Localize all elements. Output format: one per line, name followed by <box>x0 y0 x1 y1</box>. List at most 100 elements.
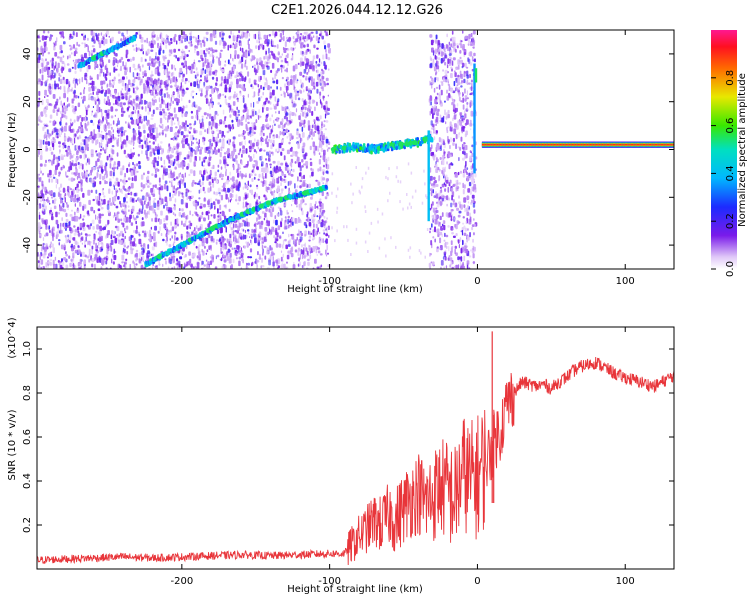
noise-cell <box>50 178 54 183</box>
noise-cell <box>206 249 209 253</box>
noise-cell <box>168 41 171 46</box>
noise-cell <box>56 83 59 88</box>
noise-cell <box>157 78 160 84</box>
noise-cell <box>132 56 135 61</box>
noise-cell <box>260 95 263 99</box>
noise-cell <box>130 170 134 176</box>
noise-cell <box>227 124 230 128</box>
noise-cell <box>80 187 83 192</box>
noise-cell <box>202 136 205 140</box>
noise-cell <box>313 223 315 228</box>
noise-cell <box>214 178 216 182</box>
noise-cell <box>186 68 188 75</box>
noise-cell <box>133 262 136 267</box>
noise-cell <box>312 236 316 240</box>
noise-cell <box>58 174 61 177</box>
noise-cell <box>235 194 238 200</box>
noise-cell <box>191 63 194 70</box>
noise-cell <box>126 167 129 173</box>
noise-cell <box>296 128 299 132</box>
noise-cell <box>282 239 285 246</box>
noise-cell <box>138 73 141 76</box>
noise-cell <box>152 148 155 154</box>
noise-cell <box>174 235 176 241</box>
noise-cell <box>246 65 248 70</box>
noise-cell <box>207 128 210 135</box>
noise-cell <box>154 99 157 103</box>
noise-cell <box>100 242 103 245</box>
noise-cell <box>325 32 328 36</box>
noise-cell <box>257 84 260 88</box>
noise-cell <box>229 171 232 176</box>
noise-cell <box>94 63 97 67</box>
noise-cell <box>215 30 217 35</box>
noise-cell <box>271 30 275 36</box>
noise-cell <box>127 83 129 90</box>
noise-cell <box>145 58 147 62</box>
noise-cell <box>155 55 157 60</box>
noise-cell <box>142 184 146 189</box>
noise-cell <box>193 81 197 87</box>
noise-cell <box>223 259 227 263</box>
noise-cell <box>181 121 185 126</box>
noise-cell <box>192 142 194 145</box>
noise-cell <box>165 215 169 221</box>
noise-cell <box>262 132 265 137</box>
noise-cell <box>163 183 167 190</box>
noise-cell <box>48 133 51 139</box>
noise-cell <box>82 215 86 218</box>
noise-cell <box>140 182 143 188</box>
noise-cell <box>160 185 164 191</box>
noise-cell <box>264 40 268 44</box>
noise-cell <box>223 155 226 160</box>
noise-cell <box>252 142 255 147</box>
noise-cell <box>197 39 199 46</box>
noise-cell <box>144 246 146 250</box>
noise-cell <box>73 225 76 228</box>
noise-cell <box>80 96 83 99</box>
noise-cell <box>42 99 44 106</box>
noise-cell <box>283 35 285 42</box>
noise-cell <box>315 223 318 229</box>
noise-cell <box>46 94 49 97</box>
noise-cell <box>81 56 84 62</box>
noise-cell <box>186 35 188 42</box>
noise-cell <box>165 200 168 206</box>
noise-cell <box>182 165 184 170</box>
noise-cell <box>264 227 268 232</box>
noise-cell <box>54 104 56 108</box>
noise-cell <box>140 93 143 99</box>
noise-cell <box>291 96 294 102</box>
noise-cell <box>163 70 166 74</box>
noise-cell <box>251 111 255 117</box>
noise-cell <box>249 184 252 188</box>
noise-cell <box>292 35 295 40</box>
noise-cell <box>176 135 180 138</box>
noise-cell <box>325 238 328 244</box>
noise-cell <box>217 199 220 205</box>
noise-cell <box>232 258 235 264</box>
noise-cell <box>268 208 271 213</box>
noise-cell <box>116 139 118 145</box>
noise-cell <box>175 155 179 162</box>
noise-cell <box>81 242 83 245</box>
noise-cell <box>201 70 204 74</box>
noise-cell <box>174 33 177 38</box>
noise-cell <box>51 243 54 248</box>
noise-cell <box>120 218 123 222</box>
noise-cell <box>242 86 245 91</box>
noise-cell <box>215 122 218 129</box>
noise-cell <box>303 124 306 128</box>
noise-cell <box>143 115 145 122</box>
noise-cell <box>319 198 322 201</box>
noise-cell <box>104 136 107 139</box>
noise-cell <box>177 223 179 227</box>
noise-cell <box>150 90 153 95</box>
noise-cell <box>138 135 141 140</box>
noise-cell <box>196 225 198 230</box>
noise-cell <box>170 120 174 126</box>
noise-cell <box>318 134 321 140</box>
noise-cell <box>130 222 134 226</box>
noise-cell <box>323 120 326 123</box>
noise-cell <box>208 245 211 250</box>
